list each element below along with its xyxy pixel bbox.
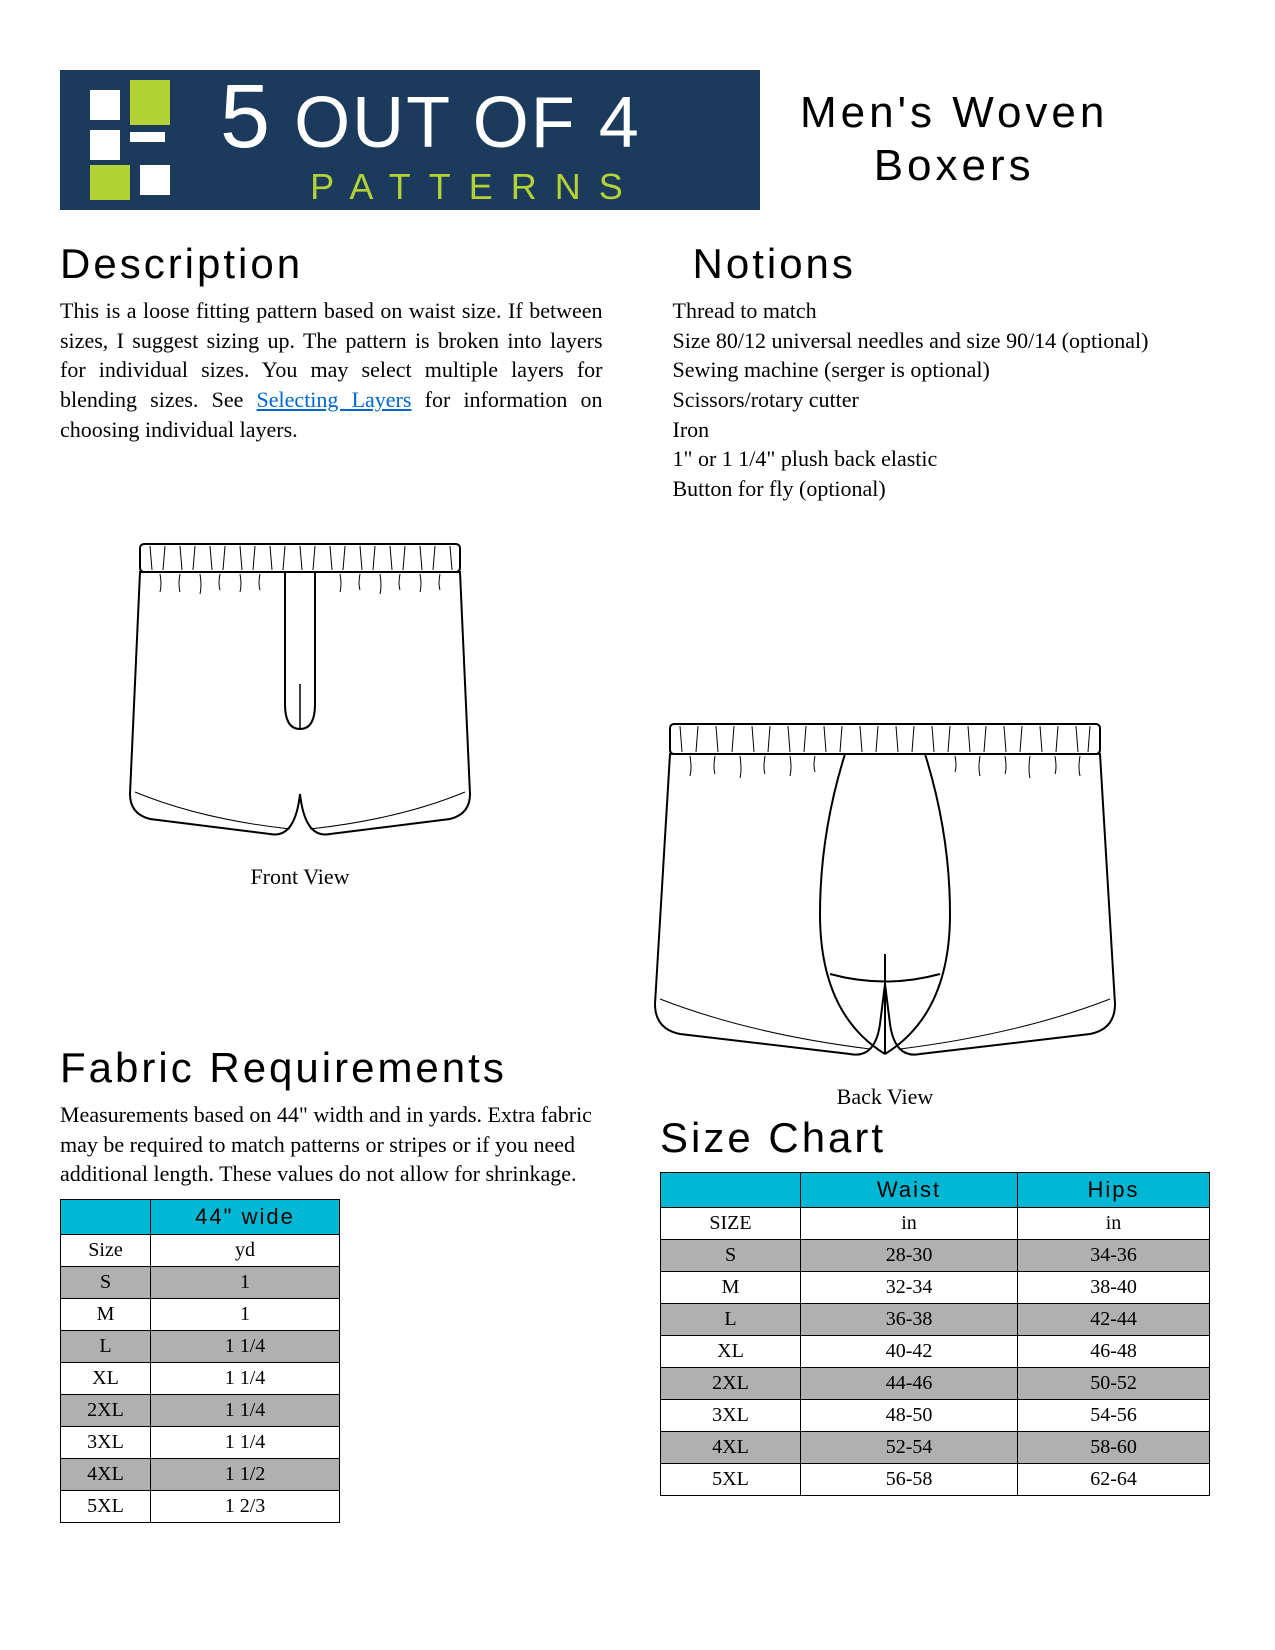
- fabric-heading: Fabric Requirements: [60, 1044, 600, 1092]
- size-chart-heading: Size Chart: [660, 1114, 1215, 1162]
- logo-text: 5 OUT OF 4 PATTERNS: [220, 72, 641, 208]
- diagrams-area: Front View: [60, 514, 1215, 1034]
- notions-item: Scissors/rotary cutter: [673, 385, 1216, 415]
- header: 5 OUT OF 4 PATTERNS Men's Woven Boxers: [60, 70, 1215, 210]
- size-header-waist: Waist: [801, 1172, 1018, 1207]
- boxer-back-icon: [620, 714, 1150, 1074]
- size-header-hips: Hips: [1018, 1172, 1210, 1207]
- notions-item: Sewing machine (serger is optional): [673, 355, 1216, 385]
- description-section: Description This is a loose fitting patt…: [60, 240, 603, 504]
- logo-five: 5: [220, 67, 272, 167]
- notions-item: Button for fly (optional): [673, 474, 1216, 504]
- logo-subtitle: PATTERNS: [220, 166, 641, 208]
- back-view-label: Back View: [620, 1084, 1150, 1110]
- fabric-row: 4XL1 1/2: [61, 1458, 340, 1490]
- fabric-row: XL1 1/4: [61, 1362, 340, 1394]
- size-chart-table: Waist Hips SIZE in in S28-3034-36M32-343…: [660, 1172, 1210, 1496]
- size-row: S28-3034-36: [661, 1239, 1210, 1271]
- title-line1: Men's Woven: [800, 87, 1108, 140]
- notions-section: Notions Thread to matchSize 80/12 univer…: [653, 240, 1216, 504]
- description-heading: Description: [60, 240, 603, 288]
- notions-heading: Notions: [673, 240, 1216, 288]
- notions-list: Thread to matchSize 80/12 universal need…: [673, 296, 1216, 504]
- notions-item: Iron: [673, 415, 1216, 445]
- fabric-table: 44" wide Sizeyd S1M1L1 1/4XL1 1/42XL1 1/…: [60, 1199, 340, 1523]
- fabric-note: Measurements based on 44" width and in y…: [60, 1100, 600, 1189]
- size-row: 4XL52-5458-60: [661, 1431, 1210, 1463]
- size-row: XL40-4246-48: [661, 1335, 1210, 1367]
- size-row: 5XL56-5862-64: [661, 1463, 1210, 1495]
- size-row: L36-3842-44: [661, 1303, 1210, 1335]
- fabric-section: Fabric Requirements Measurements based o…: [60, 1044, 600, 1523]
- logo: 5 OUT OF 4 PATTERNS: [60, 70, 760, 210]
- boxer-front-icon: [90, 534, 510, 854]
- selecting-layers-link[interactable]: Selecting Layers: [257, 387, 412, 412]
- fabric-row: 3XL1 1/4: [61, 1426, 340, 1458]
- title-line2: Boxers: [800, 140, 1108, 193]
- fabric-row: L1 1/4: [61, 1330, 340, 1362]
- notions-item: Size 80/12 universal needles and size 90…: [673, 326, 1216, 356]
- logo-rest: OUT OF 4: [272, 83, 641, 163]
- front-view-label: Front View: [90, 864, 510, 890]
- description-text: This is a loose fitting pattern based on…: [60, 296, 603, 444]
- fabric-row: 2XL1 1/4: [61, 1394, 340, 1426]
- fabric-row: S1: [61, 1266, 340, 1298]
- fabric-row: M1: [61, 1298, 340, 1330]
- back-view-diagram: Back View: [620, 694, 1150, 1110]
- notions-item: 1" or 1 1/4" plush back elastic: [673, 444, 1216, 474]
- notions-item: Thread to match: [673, 296, 1216, 326]
- page-title: Men's Woven Boxers: [800, 87, 1108, 193]
- fabric-row: 5XL1 2/3: [61, 1490, 340, 1522]
- size-chart-section: Size Chart Waist Hips SIZE in in S28-303…: [660, 1044, 1215, 1523]
- front-view-diagram: Front View: [90, 514, 510, 890]
- fabric-header-width: 44" wide: [151, 1199, 340, 1234]
- logo-grid-icon: [80, 80, 200, 200]
- size-row: M32-3438-40: [661, 1271, 1210, 1303]
- size-row: 3XL48-5054-56: [661, 1399, 1210, 1431]
- bottom-row: Fabric Requirements Measurements based o…: [60, 1044, 1215, 1523]
- size-row: 2XL44-4650-52: [661, 1367, 1210, 1399]
- top-columns: Description This is a loose fitting patt…: [60, 240, 1215, 504]
